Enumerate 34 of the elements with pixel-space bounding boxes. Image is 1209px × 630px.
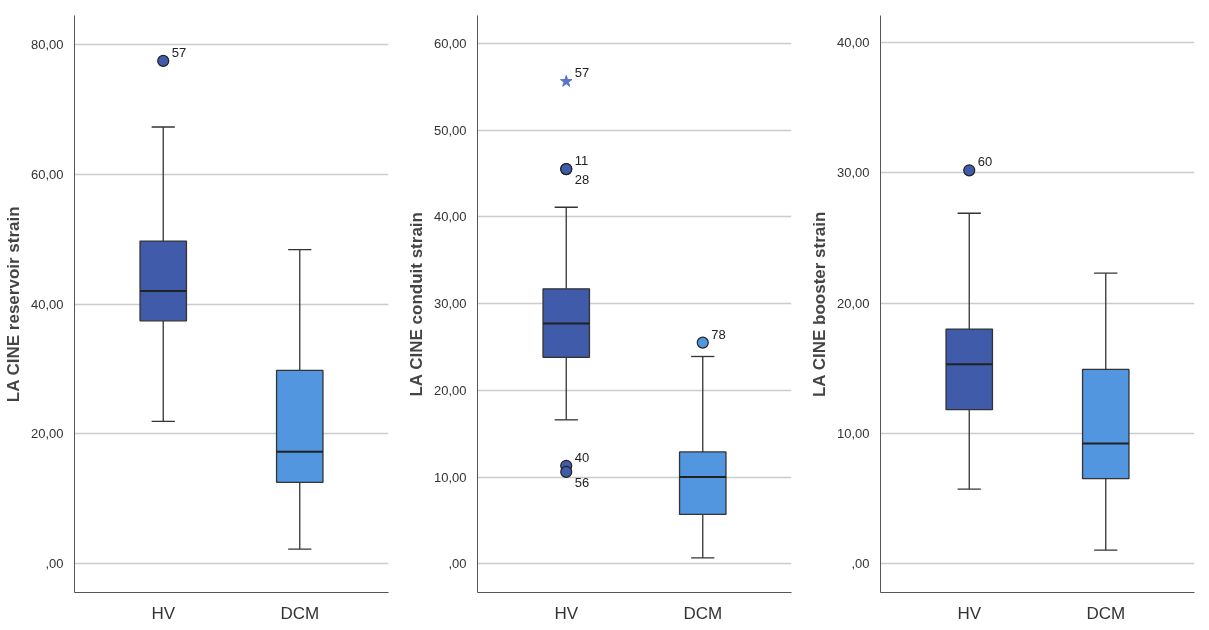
y-tick-label: 30,00 bbox=[836, 165, 870, 181]
y-tick-label: 30,00 bbox=[433, 296, 467, 312]
annotation: 78 bbox=[711, 326, 726, 342]
annotation: 28 bbox=[574, 172, 590, 188]
y-tick-label: 20,00 bbox=[30, 426, 64, 442]
x-tick-label: DCM bbox=[683, 603, 723, 623]
y-tick-label: 60,00 bbox=[30, 166, 64, 182]
y-tick-label: 80,00 bbox=[30, 37, 64, 53]
y-tick-label: ,00 bbox=[45, 555, 64, 571]
y-tick-label: ,00 bbox=[448, 556, 467, 572]
y-tick-label: 60,00 bbox=[433, 35, 467, 51]
x-tick-label: DCM bbox=[280, 603, 320, 623]
y-tick-label: 20,00 bbox=[836, 295, 870, 311]
x-tick-label: HV bbox=[957, 603, 982, 623]
x-tick-label: DCM bbox=[1086, 603, 1126, 623]
annotation: 40 bbox=[574, 449, 590, 465]
x-tick-label: HV bbox=[554, 603, 579, 623]
y-tick-label: 20,00 bbox=[433, 382, 467, 398]
y-axis-title: LA CINE reservoir strain bbox=[3, 206, 23, 403]
annotation: 56 bbox=[574, 474, 590, 490]
y-tick-label: 40,00 bbox=[433, 209, 467, 225]
x-tick-label: HV bbox=[151, 603, 176, 623]
y-tick-label: 10,00 bbox=[836, 425, 870, 441]
y-tick-label: 40,00 bbox=[30, 296, 64, 312]
annotation: 57 bbox=[171, 44, 187, 60]
y-tick-label: 40,00 bbox=[836, 35, 870, 51]
y-axis-title: LA CINE conduit strain bbox=[406, 212, 426, 397]
y-tick-label: ,00 bbox=[851, 555, 870, 571]
y-tick-label: 50,00 bbox=[433, 122, 467, 138]
annotation: 11 bbox=[574, 153, 589, 169]
y-axis-title: LA CINE booster strain bbox=[809, 211, 829, 398]
y-tick-label: 10,00 bbox=[433, 469, 467, 485]
annotation: 60 bbox=[977, 154, 993, 170]
annotation: 57 bbox=[574, 65, 590, 81]
